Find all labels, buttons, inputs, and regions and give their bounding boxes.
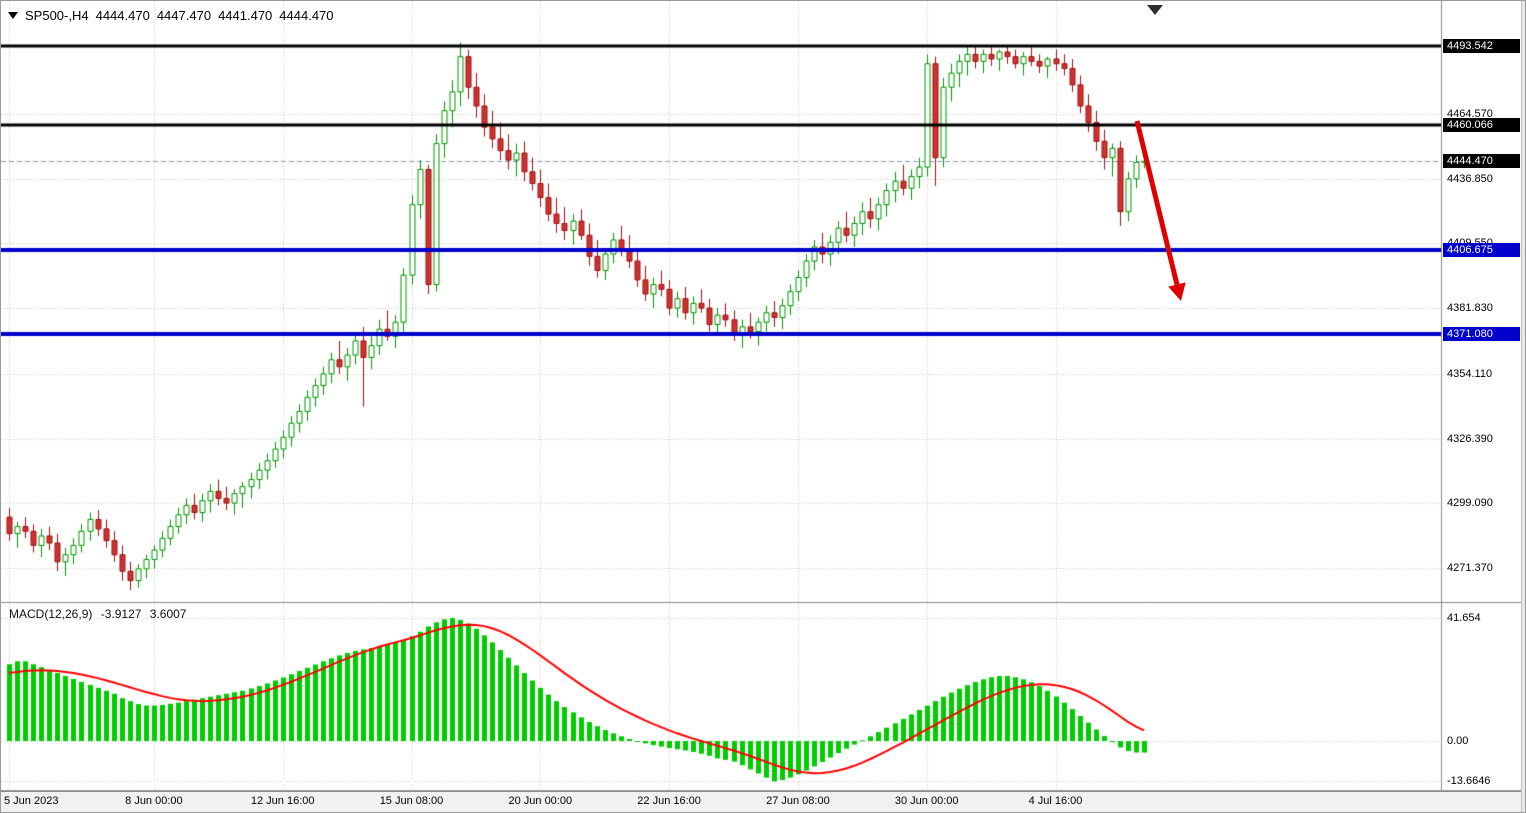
macd-axis-label: 41.654: [1447, 612, 1481, 624]
price-level-badge: 4371.080: [1443, 326, 1520, 341]
price-axis-label: 4381.830: [1447, 302, 1493, 315]
symbol-period-label: SP500-,H4: [25, 8, 89, 23]
macd-main-value: -3.9127: [100, 607, 142, 621]
price-level-badge: 4444.470: [1443, 154, 1520, 169]
time-axis-label: 8 Jun 00:00: [125, 795, 183, 807]
time-axis-label: 22 Jun 16:00: [637, 795, 701, 807]
price-level-badge: 4493.542: [1443, 39, 1520, 53]
price-axis-label: 4464.570: [1447, 108, 1493, 121]
price-axis-label: 4354.110: [1447, 367, 1493, 380]
low-value: 4441.470: [218, 8, 273, 23]
macd-axis-label: 0.00: [1447, 735, 1469, 747]
time-axis-label: 12 Jun 16:00: [250, 795, 315, 807]
close-value: 4444.470: [279, 8, 334, 23]
time-axis-label: 4 Jul 16:00: [1028, 795, 1083, 807]
time-axis-label: 5 Jun 2023: [4, 795, 59, 807]
scroll-position-marker-icon[interactable]: [1147, 5, 1163, 15]
time-axis-label: 15 Jun 08:00: [379, 795, 444, 807]
time-axis-label: 27 Jun 08:00: [766, 795, 830, 807]
macd-signal-value: 3.6007: [149, 607, 187, 621]
price-level-badge: 4406.675: [1443, 243, 1520, 258]
time-axis-label: 30 Jun 00:00: [894, 795, 959, 807]
price-axis-label: 4326.390: [1447, 432, 1493, 445]
time-axis[interactable]: [1, 791, 1525, 812]
chart-menu-icon: [8, 12, 18, 19]
macd-axis-label: -13.6646: [1447, 775, 1491, 788]
time-axis-label: 20 Jun 00:00: [508, 795, 573, 807]
macd-indicator-label: MACD(12,26,9) -3.9127 3.6007: [9, 607, 191, 621]
window-right-edge: [1521, 1, 1525, 812]
price-axis-label: 4271.370: [1447, 562, 1493, 574]
chart-ohlc-header: SP500-,H4 4444.470 4447.470 4441.470 444…: [8, 8, 335, 23]
macd-name: MACD(12,26,9): [9, 607, 93, 621]
price-axis-label: 4436.850: [1447, 173, 1493, 186]
price-level-badge: 4460.066: [1443, 117, 1520, 132]
high-value: 4447.470: [156, 8, 212, 23]
price-axis-label: 4299.090: [1447, 496, 1493, 509]
open-value: 4444.470: [95, 8, 150, 23]
